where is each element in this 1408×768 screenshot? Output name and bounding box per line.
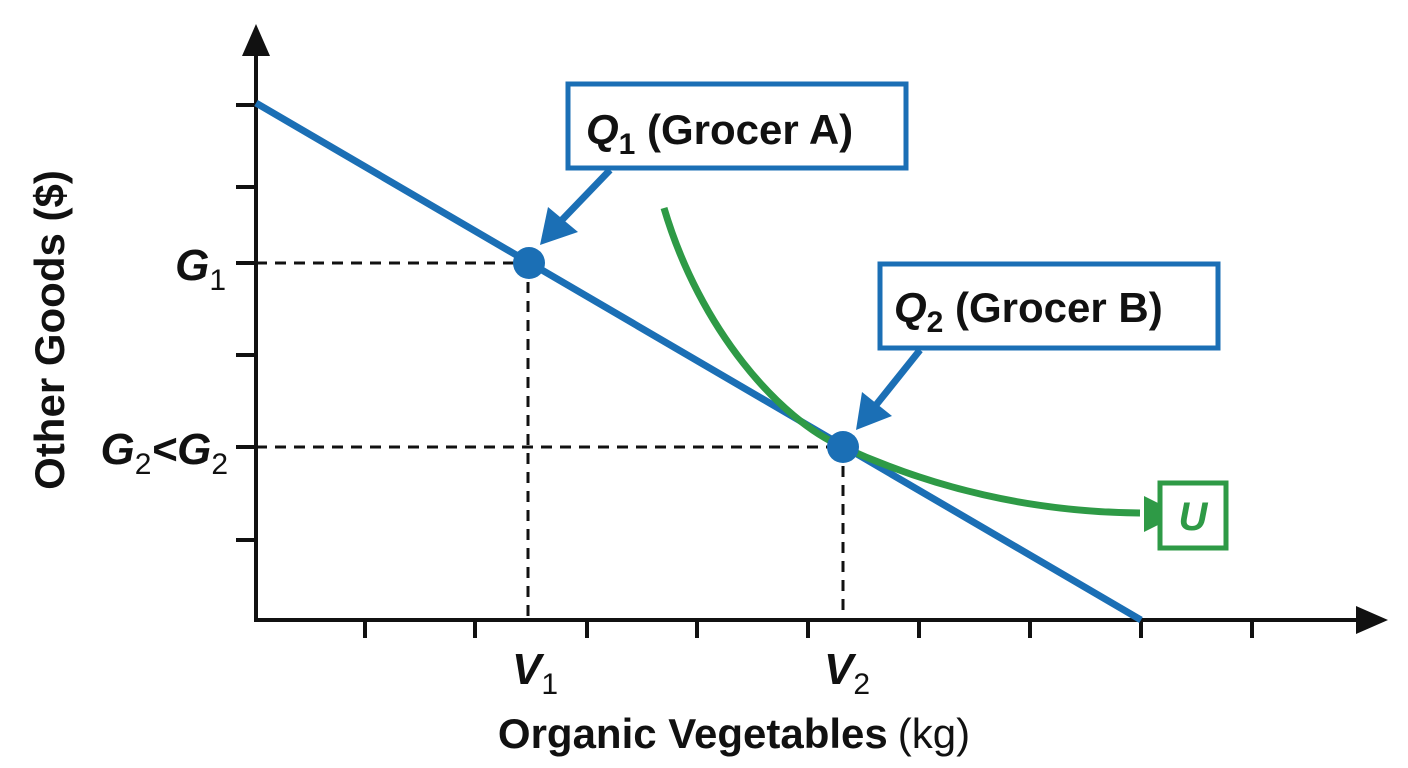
x-tick-label-v1-main: V bbox=[512, 645, 545, 694]
x-axis-title: Organic Vegetables (kg) bbox=[498, 710, 970, 757]
x-tick-label-v2-main: V bbox=[824, 645, 857, 694]
callout-q2-pointer-line bbox=[873, 347, 923, 408]
callout-q1-sub: 1 bbox=[619, 128, 636, 161]
callout-u-box bbox=[1157, 480, 1229, 551]
x-axis-title-unit: (kg) bbox=[898, 710, 970, 757]
callout-q1-label: Q1 (Grocer A) bbox=[586, 106, 853, 161]
callout-q2-label: Q2 (Grocer B) bbox=[894, 284, 1163, 339]
callout-q1-box bbox=[565, 81, 909, 171]
y-tick-label-g2-main-b: <G bbox=[151, 425, 211, 474]
x-tick-marks bbox=[363, 620, 1254, 638]
y-axis-arrowhead bbox=[242, 24, 270, 56]
x-tick-label-v1: V1 bbox=[512, 645, 558, 701]
x-tick-label-v2: V2 bbox=[824, 645, 870, 701]
x-tick-label-v1-sub: 1 bbox=[541, 668, 558, 701]
y-tick-label-g2-sub: 2 bbox=[135, 448, 152, 481]
x-axis-arrowhead bbox=[1356, 606, 1388, 634]
y-tick-marks bbox=[236, 103, 256, 542]
budget-line bbox=[254, 99, 1143, 624]
callout-q2-pointer-head bbox=[856, 392, 892, 430]
callout-q1-pointer-line bbox=[557, 167, 613, 225]
callout-q2-q: Q bbox=[894, 284, 927, 332]
y-tick-label-g2-sub-b: 2 bbox=[211, 448, 228, 481]
y-tick-label-g1: G1 bbox=[175, 241, 226, 297]
callout-u-label: U bbox=[1179, 495, 1209, 539]
x-axis-title-main: Organic Vegetables bbox=[498, 710, 888, 757]
callout-u: U bbox=[1157, 480, 1229, 551]
callout-q1: Q1 (Grocer A) bbox=[540, 81, 909, 245]
y-tick-label-g1-sub: 1 bbox=[209, 264, 226, 297]
x-tick-label-v2-sub: 2 bbox=[853, 668, 870, 701]
callout-q2-box bbox=[877, 261, 1221, 351]
y-tick-label-g1-main: G bbox=[175, 241, 209, 290]
callout-q1-rest: (Grocer A) bbox=[635, 106, 853, 153]
y-axis-title: Other Goods ($) bbox=[26, 170, 73, 490]
guide-lines bbox=[256, 261, 845, 620]
callout-q1-pointer-head bbox=[540, 207, 578, 245]
callout-q2-rest: (Grocer B) bbox=[943, 284, 1162, 331]
point-q1 bbox=[513, 247, 545, 279]
y-tick-label-g2: G2<G2 bbox=[100, 425, 228, 481]
callout-q1-q: Q bbox=[586, 106, 619, 154]
indifference-curve bbox=[660, 207, 1141, 517]
callout-q2: Q2 (Grocer B) bbox=[856, 261, 1221, 430]
point-q2 bbox=[827, 431, 859, 463]
callout-q2-sub: 2 bbox=[927, 306, 944, 339]
y-tick-label-g2-main: G bbox=[100, 425, 134, 474]
